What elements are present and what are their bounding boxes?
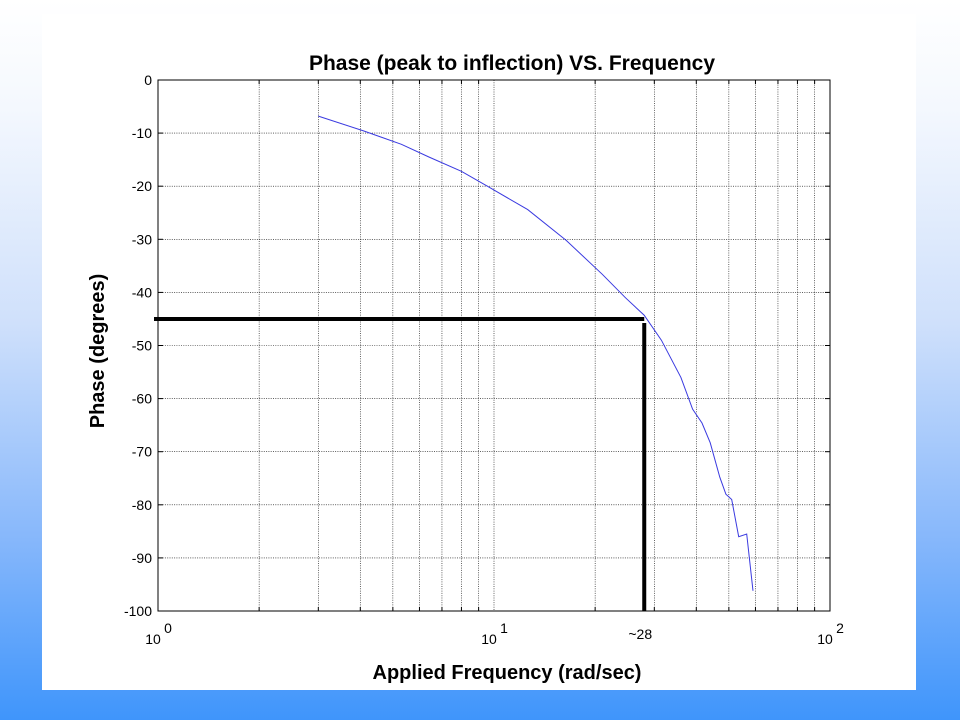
- x-axis-label: Applied Frequency (rad/sec): [373, 662, 642, 684]
- y-tick-label: -100: [124, 603, 152, 619]
- slide-panel: Phase (peak to inflection) VS. Frequency…: [42, 14, 916, 690]
- series-line: [318, 115, 754, 591]
- y-tick-label: -30: [132, 231, 152, 247]
- y-tick-label: -80: [132, 497, 152, 513]
- y-tick-label: -60: [132, 391, 152, 407]
- y-axis-ticks: 0 -10 -20 -30 -40 -50 -60 -70 -80 -90 -100: [124, 72, 830, 619]
- series-layer: [318, 115, 754, 591]
- x-tick-label: 10: [145, 631, 161, 647]
- y-tick-label: 0: [144, 72, 152, 88]
- y-tick-label: -40: [132, 284, 152, 300]
- y-tick-label: -50: [132, 338, 152, 354]
- y-tick-label: -20: [132, 178, 152, 194]
- x-tick-label: 10: [481, 631, 497, 647]
- grid: [158, 79, 830, 612]
- reference-frequency-label: ~28: [628, 626, 652, 642]
- chart: Phase (peak to inflection) VS. Frequency…: [87, 52, 844, 684]
- x-tick-label-exponent: 0: [164, 620, 172, 636]
- y-tick-label: -70: [132, 444, 152, 460]
- x-tick-label-exponent: 1: [500, 620, 508, 636]
- chart-title: Phase (peak to inflection) VS. Frequency: [309, 52, 715, 75]
- y-axis-label: Phase (degrees): [87, 274, 109, 429]
- annotation-layer: ~28: [154, 316, 652, 642]
- y-tick-label: -90: [132, 550, 152, 566]
- y-tick-label: -10: [132, 125, 152, 141]
- x-tick-label-exponent: 2: [836, 620, 844, 636]
- x-tick-label: 10: [817, 631, 833, 647]
